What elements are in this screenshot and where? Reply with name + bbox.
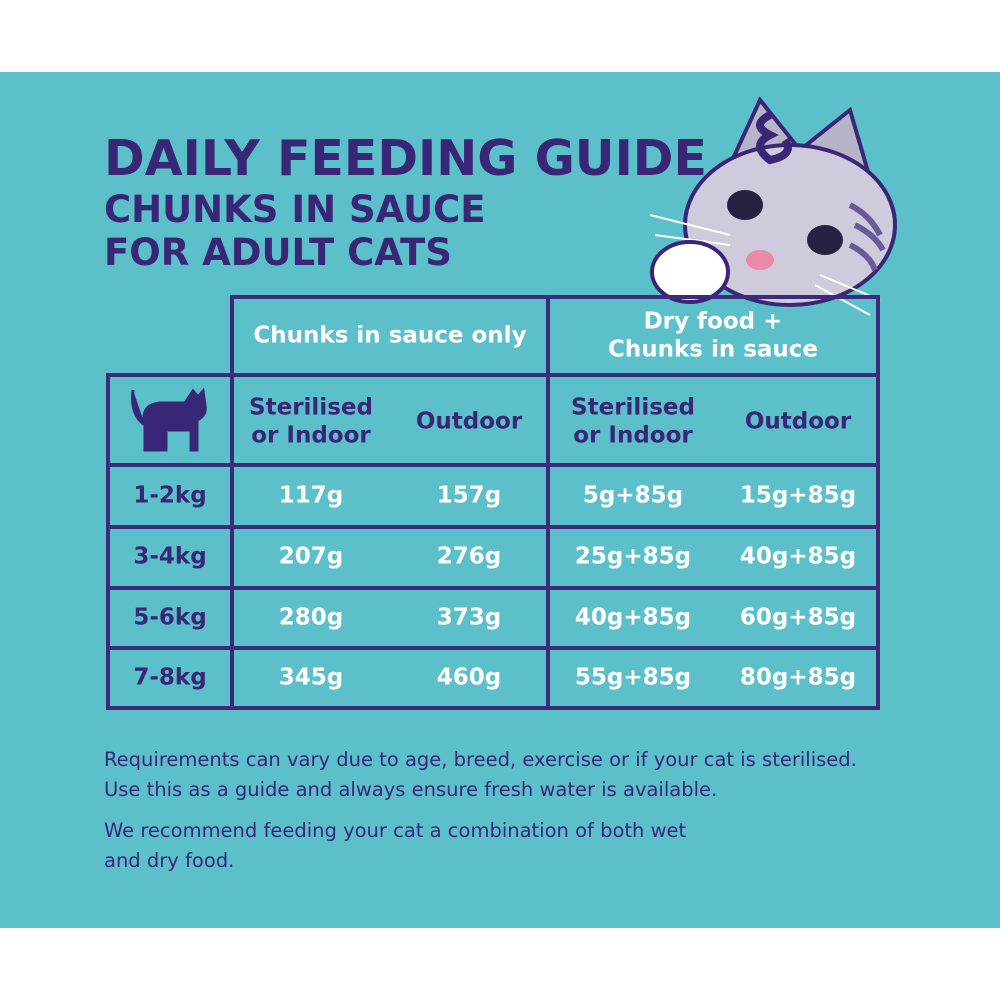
cell-value: 373g [437,605,501,631]
note: Requirements can vary due to age, breed,… [104,748,857,801]
cat-illustration [649,96,897,316]
weight-label: 3-4kg [133,544,206,570]
group-header: Chunks in sauce [608,337,818,363]
weight-label: 5-6kg [133,605,206,631]
cell-value: 55g+85g [575,665,691,691]
cell-value: 280g [279,605,343,631]
subtitle: FOR ADULT CATS [104,231,452,274]
column-header: Outdoor [416,409,523,435]
column-header: or Indoor [251,423,371,449]
column-header: or Indoor [573,423,693,449]
column-header: Sterilised [249,395,373,421]
cat-icon [131,387,207,452]
table-border [106,373,880,710]
cell-value: 460g [437,665,501,691]
title: DAILY FEEDING GUIDE [104,130,707,187]
cell-value: 117g [279,483,343,509]
cell-value: 5g+85g [583,483,683,509]
cell-value: 25g+85g [575,544,691,570]
weight-label: 7-8kg [133,665,206,691]
subtitle: CHUNKS IN SAUCE [104,188,486,231]
weight-label: 1-2kg [133,483,206,509]
cell-value: 80g+85g [740,665,856,691]
cell-value: 276g [437,544,501,570]
cell-value: 15g+85g [740,483,856,509]
feeding-table: Chunks in sauce only Dry food +Chunks in … [106,295,880,710]
cell-value: 157g [437,483,501,509]
cell-value: 60g+85g [740,605,856,631]
group-header: Chunks in sauce only [253,323,526,349]
cell-value: 40g+85g [575,605,691,631]
cell-value: 207g [279,544,343,570]
column-header: Outdoor [745,409,852,435]
cell-value: 345g [279,665,343,691]
note: We recommend feeding your cat a combinat… [104,819,687,872]
column-header: Sterilised [571,395,695,421]
group-header: Dry food + [644,309,783,335]
cell-value: 40g+85g [740,544,856,570]
